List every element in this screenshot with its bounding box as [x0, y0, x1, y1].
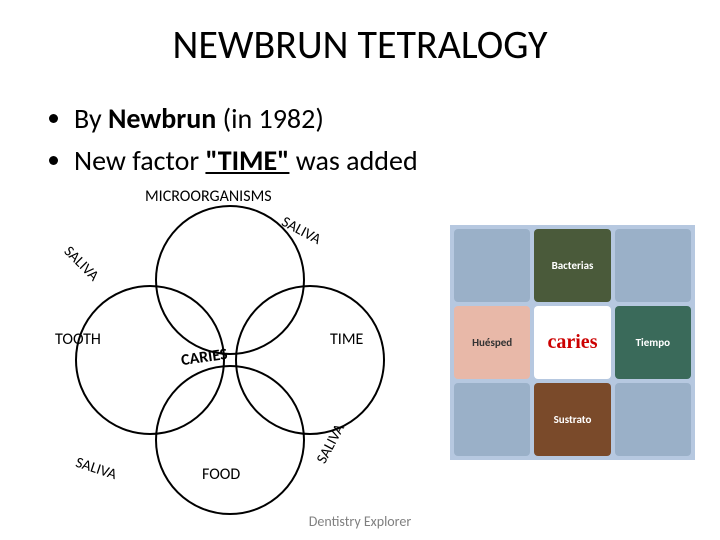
- label-saliva-top-left: SALIVA: [60, 243, 102, 285]
- label-saliva-bottom-left: SALIVA: [73, 454, 119, 484]
- slide: NEWBRUN TETRALOGY By Newbrun (in 1982) N…: [0, 0, 720, 540]
- footer-text: Dentistry Explorer: [0, 513, 720, 530]
- label-time: TIME: [330, 330, 363, 349]
- label-tooth: TOOTH: [55, 330, 101, 349]
- venn-diagram: MICROORGANISMS TOOTH TIME FOOD CARIES SA…: [20, 205, 440, 515]
- side-cell-blank-4: [615, 383, 691, 456]
- bullet-2-prefix: New factor: [74, 143, 205, 178]
- bullet-2-bold: "TIME": [205, 143, 289, 178]
- venn-circle-food: [155, 365, 305, 515]
- side-cell-blank-3: [454, 383, 530, 456]
- bullet-1: By Newbrun (in 1982): [74, 100, 418, 138]
- bullet-1-prefix: By: [74, 101, 108, 136]
- bullet-1-suffix: (in 1982): [216, 101, 324, 136]
- side-cell-bacterias: Bacterias: [534, 229, 610, 302]
- bullet-2-suffix: was added: [289, 143, 417, 178]
- side-graphic: Bacterias Huésped caries Tiempo Sustrato: [450, 225, 695, 460]
- side-cell-tiempo: Tiempo: [615, 306, 691, 379]
- slide-title: NEWBRUN TETRALOGY: [0, 20, 720, 69]
- side-cell-blank-1: [454, 229, 530, 302]
- bullet-list: By Newbrun (in 1982) New factor "TIME" w…: [50, 100, 418, 184]
- bullet-1-bold: Newbrun: [108, 101, 216, 136]
- label-microorganisms: MICROORGANISMS: [145, 187, 272, 206]
- side-cell-blank-2: [615, 229, 691, 302]
- side-cell-huesped: Huésped: [454, 306, 530, 379]
- side-cell-caries: caries: [534, 306, 610, 379]
- bullet-2: New factor "TIME" was added: [74, 142, 418, 180]
- side-cell-sustrato: Sustrato: [534, 383, 610, 456]
- label-food: FOOD: [202, 465, 240, 484]
